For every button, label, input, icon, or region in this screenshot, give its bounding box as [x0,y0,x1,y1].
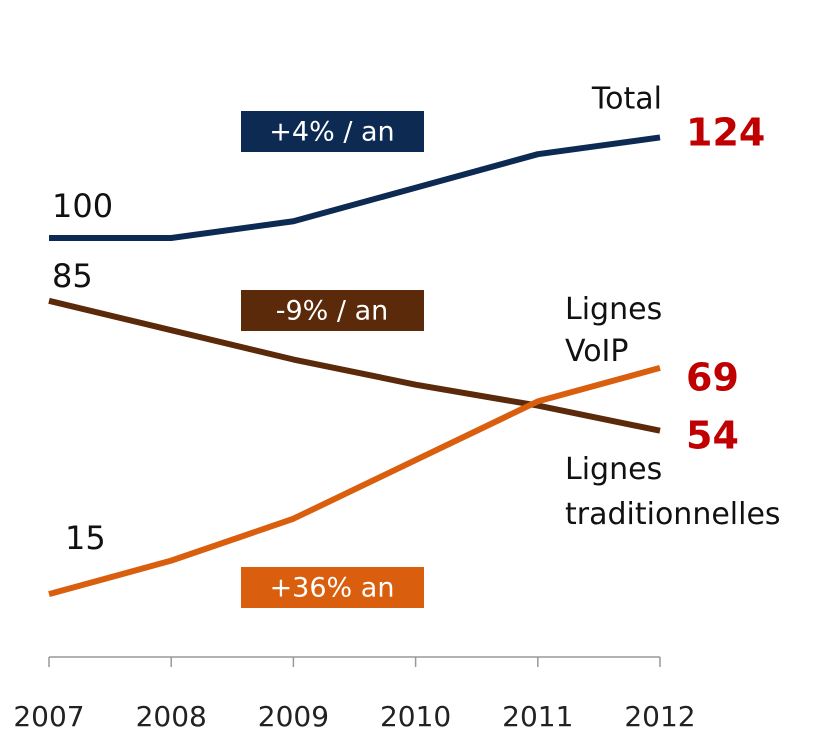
annotation: +4% / an [269,117,394,148]
x-tick-label: 2010 [380,700,451,730]
end-label: 124 [686,111,765,155]
series-name: Lignes VoIP [565,292,672,369]
annotation-box [241,290,424,331]
x-tick-label: 2007 [13,700,84,730]
line [48,364,661,598]
start-label: 85 [52,257,93,295]
line [48,297,661,434]
series-name: Lignes traditionnelles [565,452,781,532]
annotation-box [241,111,424,152]
x-tick-label: 2008 [136,700,207,730]
start-label: 100 [52,187,113,225]
annotation: +36% an [270,573,395,604]
x-tick-label: 2009 [258,700,329,730]
annotation-box [241,567,424,608]
end-label: 69 [686,356,739,400]
x-tick-label: 2011 [502,700,573,730]
x-tick-label: 2012 [624,700,695,730]
start-label: 15 [65,519,106,557]
series-name: Total [591,82,662,117]
annotation: -9% / an [276,296,389,327]
end-label: 54 [686,414,739,458]
line [49,134,661,241]
